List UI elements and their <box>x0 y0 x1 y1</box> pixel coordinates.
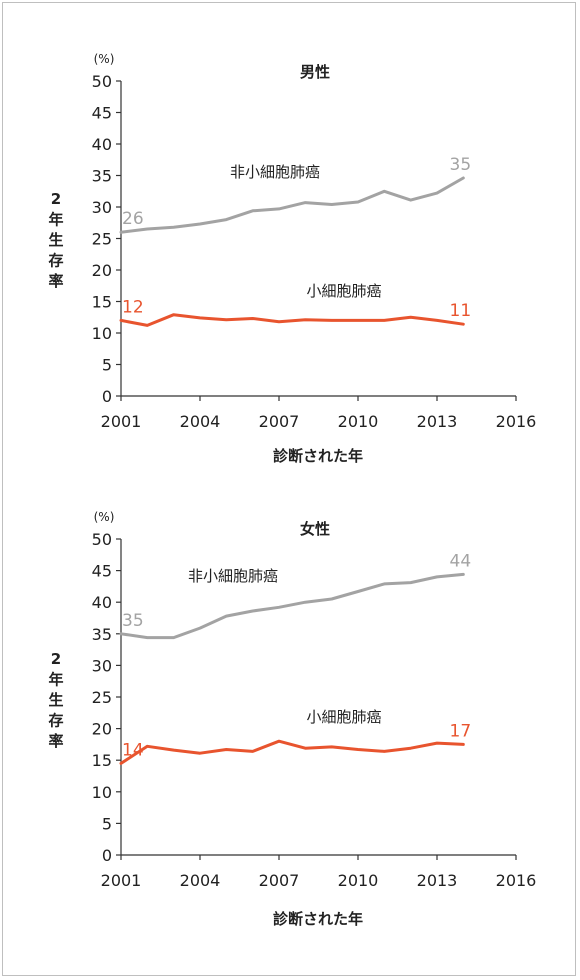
end-value-label: 11 <box>450 301 472 321</box>
x-tick-label: 2007 <box>259 871 300 890</box>
y-tick-label: 15 <box>92 751 112 770</box>
x-tick-label: 2010 <box>338 871 379 890</box>
y-axis-label-char: 年 <box>48 211 63 229</box>
y-tick-label: 35 <box>92 625 112 644</box>
x-tick-label: 2004 <box>180 871 221 890</box>
y-axis-label-char: 率 <box>48 732 63 750</box>
x-axis-label: 診断された年 <box>273 447 363 465</box>
y-tick-label: 10 <box>92 324 112 343</box>
y-axis-label-char: 2 <box>51 190 61 208</box>
x-tick-label: 2001 <box>101 412 142 431</box>
x-tick-label: 2004 <box>180 412 221 431</box>
y-tick-label: 25 <box>92 688 112 707</box>
x-tick-label: 2013 <box>417 871 458 890</box>
y-tick-label: 10 <box>92 783 112 802</box>
y-tick-label: 5 <box>102 814 112 833</box>
start-value-label: 26 <box>122 209 144 229</box>
series-name-label: 非小細胞肺癌 <box>188 567 278 585</box>
start-value-label: 12 <box>122 297 144 317</box>
y-axis-label-char: 存 <box>48 712 63 730</box>
x-tick-label: 2010 <box>338 412 379 431</box>
end-value-label: 35 <box>450 155 472 175</box>
y-tick-label: 40 <box>92 593 112 612</box>
x-tick-label: 2016 <box>496 871 537 890</box>
y-axis-label-char: 率 <box>48 272 63 290</box>
y-tick-label: 0 <box>102 846 112 865</box>
chart-panel-male: 0 5 10 15 20 25 30 35 40 45 50 2001 2004 2007 2010 2013… <box>48 52 536 465</box>
y-tick-label: 30 <box>92 656 112 675</box>
series-name-label: 小細胞肺癌 <box>306 708 381 726</box>
y-tick-label: 50 <box>92 530 112 549</box>
y-tick-label: 5 <box>102 356 112 375</box>
y-unit-label: (%) <box>94 52 115 66</box>
x-axis-label: 診断された年 <box>273 910 363 928</box>
y-axis-label-char: 生 <box>48 231 63 249</box>
chart-title: 女性 <box>300 520 330 538</box>
y-tick-label: 0 <box>102 387 112 406</box>
series-name-label: 非小細胞肺癌 <box>230 163 320 181</box>
y-tick-label: 45 <box>92 104 112 123</box>
y-tick-label: 20 <box>92 720 112 739</box>
y-tick-label: 45 <box>92 562 112 581</box>
y-tick-label: 40 <box>92 135 112 154</box>
series-line <box>119 572 465 640</box>
y-axis-label-char: 存 <box>48 252 63 270</box>
y-tick-label: 20 <box>92 261 112 280</box>
y-axis-label-char: 生 <box>48 691 63 709</box>
series-name-label: 小細胞肺癌 <box>306 282 381 300</box>
start-value-label: 35 <box>122 611 144 631</box>
y-tick-label: 50 <box>92 72 112 91</box>
chart-panel-female: 0 5 10 15 20 25 30 35 40 45 50 2001 2004 2007 2010 2013… <box>48 510 536 928</box>
y-tick-label: 30 <box>92 198 112 217</box>
x-tick-label: 2007 <box>259 412 300 431</box>
y-tick-label: 25 <box>92 230 112 249</box>
y-axis-label-char: 年 <box>48 671 63 689</box>
x-tick-label: 2013 <box>417 412 458 431</box>
x-tick-label: 2001 <box>101 871 142 890</box>
y-axis-label-char: 2 <box>51 650 61 668</box>
y-unit-label: (%) <box>94 510 115 524</box>
series-line <box>119 313 465 327</box>
chart-title: 男性 <box>300 63 330 81</box>
end-value-label: 17 <box>450 721 472 741</box>
start-value-label: 14 <box>122 740 144 760</box>
end-value-label: 44 <box>450 551 472 571</box>
x-tick-label: 2016 <box>496 412 537 431</box>
y-tick-label: 35 <box>92 167 112 186</box>
series-line <box>119 739 465 765</box>
series-line <box>119 176 465 234</box>
y-tick-label: 15 <box>92 293 112 312</box>
